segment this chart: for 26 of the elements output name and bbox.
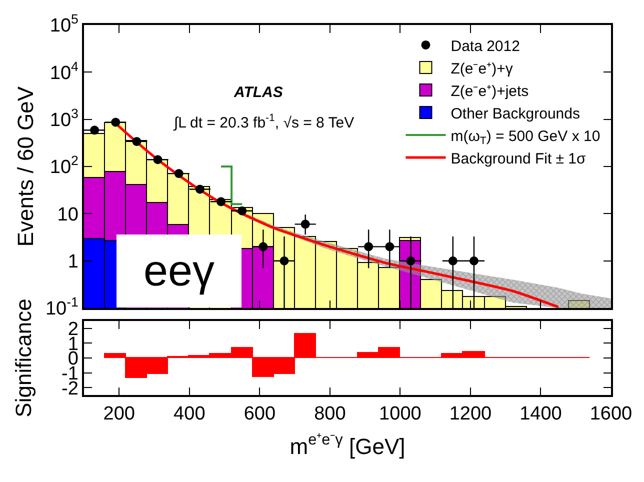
y-tick-label: 10$^{2}$: [50, 153, 78, 178]
x-tick-label: 1400: [520, 404, 562, 425]
x-tick-label: 800: [314, 404, 346, 425]
legend-label: Data 2012: [450, 38, 520, 55]
x-tick-label: 1000: [379, 404, 422, 425]
legend-label: Z(e⁻e⁺)+γ: [450, 60, 514, 78]
x-tick-label: 200: [103, 404, 135, 425]
annotation: ∫L dt = 20.3 fb$^{-1}$, √s = 8 TeV: [173, 112, 354, 132]
y-tick-label: 10$^{5}$: [50, 12, 78, 37]
x-tick-label: 1600: [590, 404, 632, 425]
legend-label: Other Backgrounds: [450, 105, 580, 122]
y-axis-title: Significance: [10, 298, 36, 418]
x-tick-label: 400: [174, 404, 206, 425]
y-tick-label: 10$^{-1}$: [45, 294, 78, 320]
y-tick-label: 10$^{3}$: [50, 106, 78, 131]
y-tick-label: 10$^{4}$: [50, 58, 78, 84]
y-axis-title: Events / 60 GeV: [12, 86, 38, 247]
legend-label: Z(e⁻e⁺)+jets: [450, 82, 529, 100]
y-tick-label: 1: [68, 252, 78, 273]
y-tick-label: 10: [57, 204, 78, 226]
legend-label: m(ω$_{T}$) = 500 GeV x 10: [450, 128, 600, 147]
x-tick-label: 600: [244, 404, 276, 425]
legend-label: Background Fit ± 1σ: [450, 150, 587, 168]
x-axis-title: m$^{e⁺e⁻γ}$ [GeV]: [290, 432, 406, 459]
x-tick-label: 1200: [449, 404, 492, 425]
annotation: ATLAS: [233, 84, 283, 101]
